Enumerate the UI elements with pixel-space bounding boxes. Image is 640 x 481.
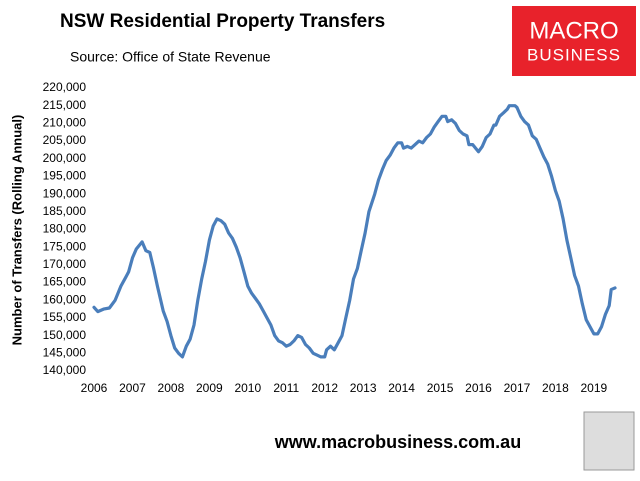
logo-box — [512, 6, 636, 76]
x-tick-label: 2009 — [196, 381, 223, 395]
y-tick-label: 220,000 — [43, 80, 87, 94]
y-tick-label: 190,000 — [43, 186, 87, 200]
chart-subtitle: Source: Office of State Revenue — [70, 49, 271, 65]
y-tick-label: 165,000 — [43, 275, 87, 289]
y-tick-label: 170,000 — [43, 257, 87, 271]
x-tick-label: 2008 — [158, 381, 185, 395]
y-tick-label: 160,000 — [43, 292, 87, 306]
y-tick-label: 210,000 — [43, 116, 87, 130]
logo-text: MACRO — [529, 17, 618, 44]
y-tick-label: 215,000 — [43, 98, 87, 112]
x-tick-label: 2016 — [465, 381, 492, 395]
x-tick-label: 2019 — [581, 381, 608, 395]
y-tick-label: 140,000 — [43, 363, 87, 377]
x-tick-label: 2014 — [388, 381, 415, 395]
y-axis-label: Number of Transfers (Rolling Annual) — [9, 115, 24, 346]
y-tick-label: 180,000 — [43, 222, 87, 236]
y-tick-label: 155,000 — [43, 310, 87, 324]
y-tick-label: 145,000 — [43, 345, 87, 359]
x-tick-label: 2017 — [504, 381, 531, 395]
y-tick-label: 200,000 — [43, 151, 87, 165]
y-tick-label: 195,000 — [43, 169, 87, 183]
chart-title: NSW Residential Property Transfers — [60, 11, 385, 32]
x-tick-label: 2010 — [234, 381, 261, 395]
y-tick-label: 185,000 — [43, 204, 87, 218]
x-tick-label: 2013 — [350, 381, 377, 395]
y-tick-label: 150,000 — [43, 328, 87, 342]
x-tick-label: 2007 — [119, 381, 146, 395]
y-tick-label: 175,000 — [43, 239, 87, 253]
y-tick-label: 205,000 — [43, 133, 87, 147]
data-line — [92, 104, 617, 359]
x-tick-label: 2015 — [427, 381, 454, 395]
footer: www.macrobusiness.com.au — [274, 432, 521, 452]
x-tick-label: 2011 — [273, 381, 299, 395]
x-tick-label: 2018 — [542, 381, 569, 395]
x-tick-label: 2012 — [311, 381, 338, 395]
wolf-icon — [583, 411, 635, 471]
x-tick-label: 2006 — [81, 381, 108, 395]
logo-text: BUSINESS — [527, 45, 621, 64]
